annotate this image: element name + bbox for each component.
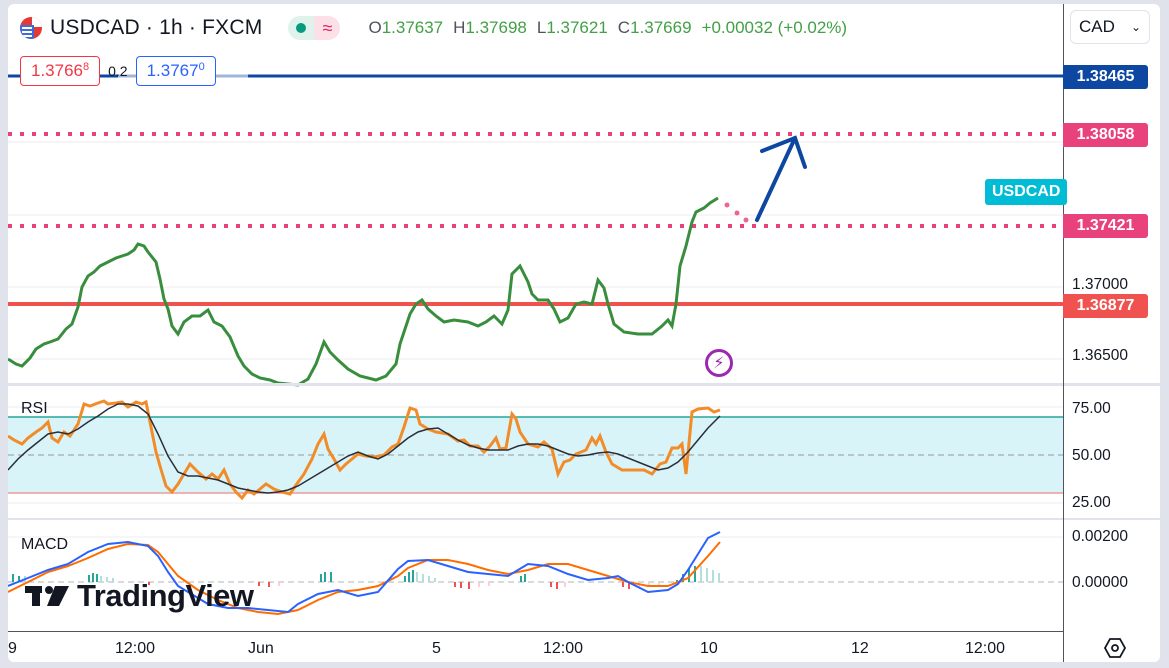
time-tick: 10 bbox=[700, 640, 718, 657]
open-value: 1.37637 bbox=[381, 18, 444, 37]
symbol-price-label: USDCAD bbox=[985, 179, 1068, 205]
price-tick: 1.36500 bbox=[1072, 347, 1129, 364]
market-status[interactable]: ≈ bbox=[288, 16, 341, 40]
spread-value: 0.2 bbox=[108, 63, 128, 79]
settings-gear-icon[interactable] bbox=[1103, 636, 1127, 660]
market-open-dot-icon bbox=[288, 16, 315, 40]
candles bbox=[8, 196, 719, 387]
tradingview-logo-icon bbox=[25, 586, 69, 606]
chevron-down-icon: ⌄ bbox=[1130, 20, 1141, 34]
high-value: 1.37698 bbox=[465, 18, 527, 37]
pane-divider[interactable] bbox=[8, 383, 1160, 386]
macd-tick: 0.00000 bbox=[1072, 574, 1129, 591]
rsi-label[interactable]: RSI bbox=[21, 400, 48, 417]
currency-select[interactable]: CAD ⌄ bbox=[1070, 10, 1150, 44]
projection-arrow bbox=[755, 135, 807, 222]
support-price-tag[interactable]: 1.36877 bbox=[1063, 294, 1148, 318]
time-tick: 12 bbox=[851, 640, 869, 657]
time-tick: 12:00 bbox=[965, 640, 1006, 657]
rsi-tick: 50.00 bbox=[1072, 447, 1111, 464]
close-value: 1.37669 bbox=[630, 18, 692, 37]
chart-frame: USDCAD · 1h · FXCM ≈ O1.37637 H1.37698 L… bbox=[8, 4, 1160, 662]
rsi-line bbox=[8, 399, 721, 501]
time-tick: 12:00 bbox=[115, 640, 156, 657]
resistance-price-tag[interactable]: 1.38465 bbox=[1063, 65, 1148, 89]
macd-line bbox=[8, 531, 721, 614]
usd-cad-flag-icon bbox=[20, 17, 42, 39]
rsi-tick: 75.00 bbox=[1072, 400, 1111, 417]
buy-button[interactable]: 1.3767 0 bbox=[135, 56, 216, 86]
time-tick: Jun bbox=[248, 640, 274, 657]
low-value: 1.37621 bbox=[546, 18, 608, 37]
target-price-tag[interactable]: 1.38058 bbox=[1063, 123, 1148, 147]
macd-histogram bbox=[12, 566, 720, 589]
rsi-ma-line bbox=[8, 403, 721, 494]
price-axis-divider bbox=[1063, 4, 1064, 662]
macd-tick: 0.00200 bbox=[1072, 528, 1129, 545]
data-delay-icon: ≈ bbox=[314, 16, 341, 40]
rsi-tick: 25.00 bbox=[1072, 494, 1111, 511]
tradingview-logo[interactable]: TradingView bbox=[25, 578, 254, 614]
legend-header: USDCAD · 1h · FXCM ≈ O1.37637 H1.37698 L… bbox=[20, 14, 847, 42]
macd-label[interactable]: MACD bbox=[21, 536, 69, 553]
pane-divider[interactable] bbox=[8, 518, 1160, 520]
ohlc-values: O1.37637 H1.37698 L1.37621 C1.37669 +0.0… bbox=[368, 18, 848, 37]
time-tick: 9 bbox=[8, 640, 17, 657]
symbol-title[interactable]: USDCAD · 1h · FXCM bbox=[50, 16, 263, 39]
chart-canvas[interactable] bbox=[8, 4, 1160, 662]
lightning-event-icon[interactable]: ⚡︎ bbox=[705, 349, 733, 377]
time-axis-divider bbox=[8, 631, 1063, 632]
sell-button[interactable]: 1.3766 8 bbox=[20, 56, 101, 86]
change-value: +0.00032 (+0.02%) bbox=[701, 18, 848, 37]
price-tick: 1.37000 bbox=[1072, 276, 1129, 293]
breakout-price-tag[interactable]: 1.37421 bbox=[1063, 214, 1148, 238]
time-tick: 5 bbox=[432, 640, 441, 657]
trade-panel: 1.3766 8 0.2 1.3767 0 bbox=[20, 56, 216, 86]
time-tick: 12:00 bbox=[543, 640, 584, 657]
